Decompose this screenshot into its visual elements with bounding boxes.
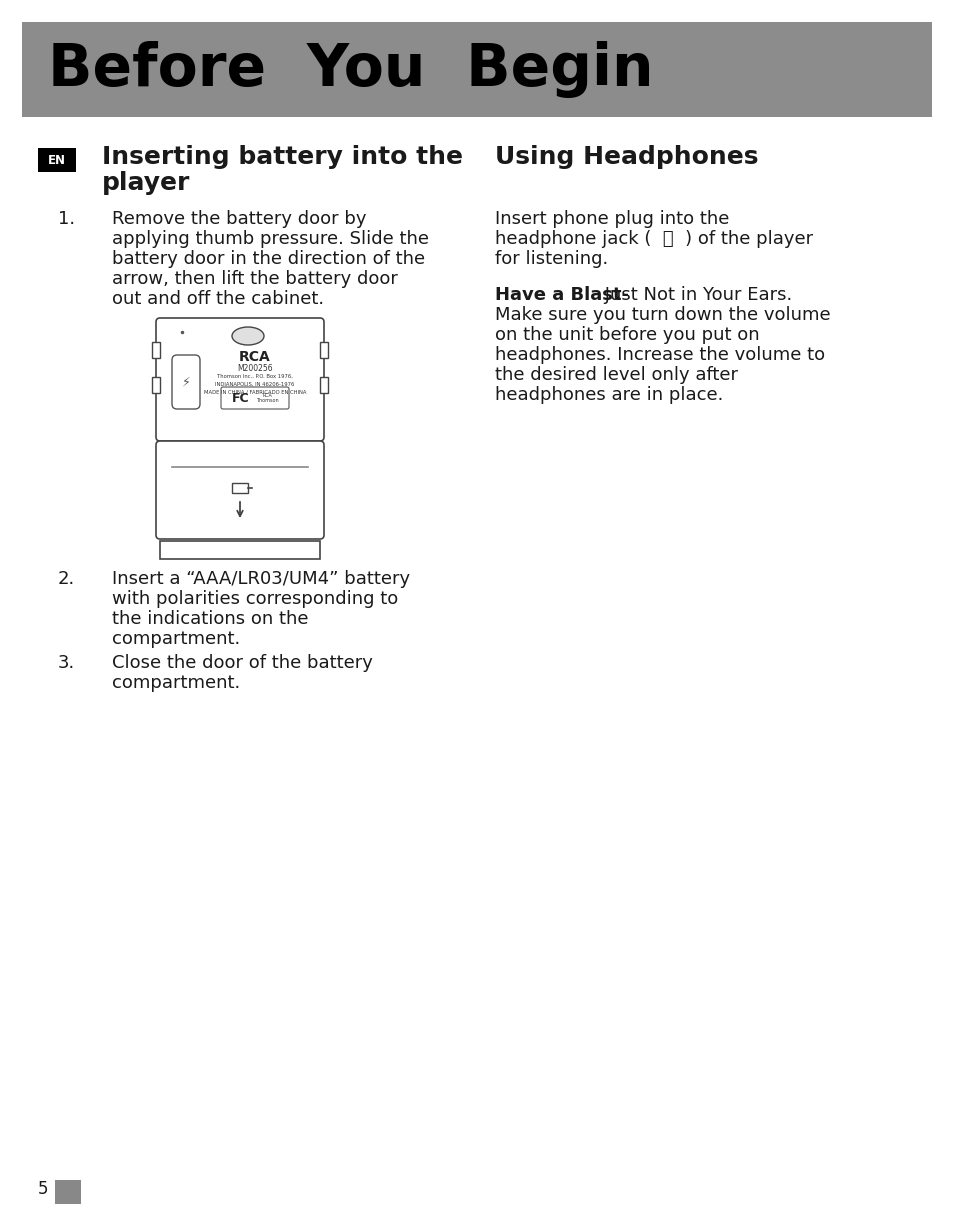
Bar bbox=[319, 341, 328, 358]
Text: 5: 5 bbox=[38, 1180, 49, 1198]
FancyBboxPatch shape bbox=[156, 441, 324, 539]
Text: Thomson Inc., P.O. Box 1976,: Thomson Inc., P.O. Box 1976, bbox=[217, 374, 293, 379]
Text: headphones are in place.: headphones are in place. bbox=[495, 386, 722, 405]
Text: player: player bbox=[102, 171, 191, 194]
Text: Make sure you turn down the volume: Make sure you turn down the volume bbox=[495, 306, 830, 324]
Text: RCA: RCA bbox=[239, 350, 271, 364]
FancyBboxPatch shape bbox=[156, 318, 324, 441]
Text: Just Not in Your Ears.: Just Not in Your Ears. bbox=[598, 286, 791, 304]
Text: 1.: 1. bbox=[58, 210, 75, 228]
Bar bbox=[160, 541, 319, 559]
Text: the desired level only after: the desired level only after bbox=[495, 366, 738, 384]
Text: INDIANAPOLIS, IN 46206-1976: INDIANAPOLIS, IN 46206-1976 bbox=[215, 382, 294, 388]
Text: MADE IN CHINA / FABRICADO EN CHINA: MADE IN CHINA / FABRICADO EN CHINA bbox=[204, 390, 306, 395]
Ellipse shape bbox=[232, 327, 264, 345]
Text: on the unit before you put on: on the unit before you put on bbox=[495, 326, 759, 344]
Text: Insert phone plug into the: Insert phone plug into the bbox=[495, 210, 729, 228]
Bar bbox=[38, 148, 76, 173]
Text: applying thumb pressure. Slide the: applying thumb pressure. Slide the bbox=[112, 230, 429, 248]
Text: battery door in the direction of the: battery door in the direction of the bbox=[112, 250, 425, 269]
Text: Using Headphones: Using Headphones bbox=[495, 145, 758, 169]
Text: ⚡: ⚡ bbox=[181, 375, 191, 389]
Text: compartment.: compartment. bbox=[112, 674, 240, 693]
Text: for listening.: for listening. bbox=[495, 250, 608, 269]
Text: 2.: 2. bbox=[58, 570, 75, 588]
Text: compartment.: compartment. bbox=[112, 631, 240, 648]
FancyBboxPatch shape bbox=[172, 355, 200, 409]
Text: Before  You  Begin: Before You Begin bbox=[48, 41, 653, 98]
Text: RCA
Thomson: RCA Thomson bbox=[255, 392, 278, 403]
Bar bbox=[152, 341, 160, 358]
Text: EN: EN bbox=[48, 153, 66, 166]
Text: Close the door of the battery: Close the door of the battery bbox=[112, 654, 373, 672]
Bar bbox=[22, 22, 931, 117]
Bar bbox=[152, 377, 160, 392]
Bar bbox=[232, 484, 248, 493]
Text: M200256: M200256 bbox=[237, 364, 273, 373]
FancyBboxPatch shape bbox=[221, 388, 289, 409]
Bar bbox=[319, 377, 328, 392]
Text: headphones. Increase the volume to: headphones. Increase the volume to bbox=[495, 346, 824, 364]
Text: Insert a “AAA/LR03/UM4” battery: Insert a “AAA/LR03/UM4” battery bbox=[112, 570, 410, 588]
Text: Remove the battery door by: Remove the battery door by bbox=[112, 210, 366, 228]
Text: arrow, then lift the battery door: arrow, then lift the battery door bbox=[112, 270, 397, 288]
Text: FC: FC bbox=[232, 391, 250, 405]
Text: the indications on the: the indications on the bbox=[112, 610, 308, 628]
Text: Have a Blast-: Have a Blast- bbox=[495, 286, 628, 304]
Text: Inserting battery into the: Inserting battery into the bbox=[102, 145, 462, 169]
Text: headphone jack (  ⤦  ) of the player: headphone jack ( ⤦ ) of the player bbox=[495, 230, 812, 248]
Text: out and off the cabinet.: out and off the cabinet. bbox=[112, 290, 324, 307]
Bar bbox=[55, 1180, 81, 1204]
Text: with polarities corresponding to: with polarities corresponding to bbox=[112, 590, 397, 608]
Text: 3.: 3. bbox=[58, 654, 75, 672]
